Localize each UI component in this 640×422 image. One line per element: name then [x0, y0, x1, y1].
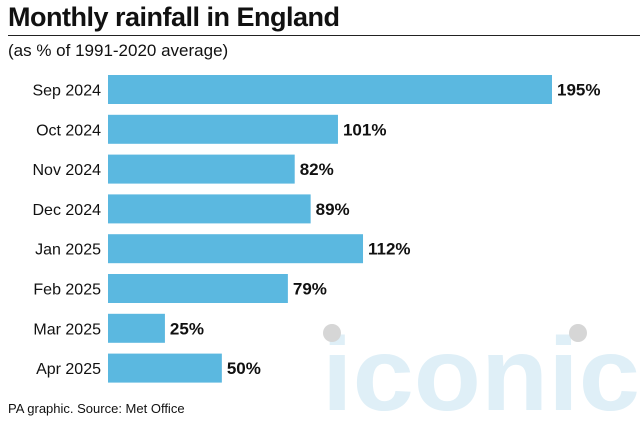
- category-label: Apr 2025: [36, 361, 101, 378]
- value-label: 79%: [293, 280, 327, 299]
- value-label: 82%: [300, 160, 334, 179]
- value-label: 89%: [316, 200, 350, 219]
- bar: [108, 194, 311, 224]
- category-label: Mar 2025: [33, 321, 101, 338]
- bar: [108, 154, 295, 184]
- value-label: 112%: [368, 240, 411, 259]
- value-label: 101%: [343, 120, 386, 139]
- chart-title: Monthly rainfall in England: [8, 2, 340, 32]
- chart-subtitle: (as % of 1991-2020 average): [8, 41, 229, 60]
- title-divider: [8, 35, 640, 36]
- bar: [108, 313, 165, 343]
- watermark: iconic: [322, 317, 640, 422]
- category-label: Dec 2024: [33, 202, 102, 219]
- bar: [108, 234, 364, 264]
- watermark-dot-right: [569, 324, 587, 342]
- bar: [108, 353, 222, 383]
- category-label: Feb 2025: [33, 282, 101, 299]
- category-label: Jan 2025: [35, 242, 101, 259]
- category-label: Oct 2024: [36, 122, 101, 139]
- category-label: Nov 2024: [33, 162, 102, 179]
- watermark-dot-left: [323, 324, 341, 342]
- value-label: 50%: [227, 359, 261, 378]
- value-label: 195%: [557, 81, 600, 100]
- bar: [108, 75, 552, 104]
- value-label: 25%: [170, 319, 204, 338]
- bar: [108, 114, 338, 144]
- category-label: Sep 2024: [32, 83, 101, 100]
- bar: [108, 274, 288, 303]
- source-note: PA graphic. Source: Met Office: [8, 401, 185, 416]
- watermark-text: iconic: [322, 317, 640, 422]
